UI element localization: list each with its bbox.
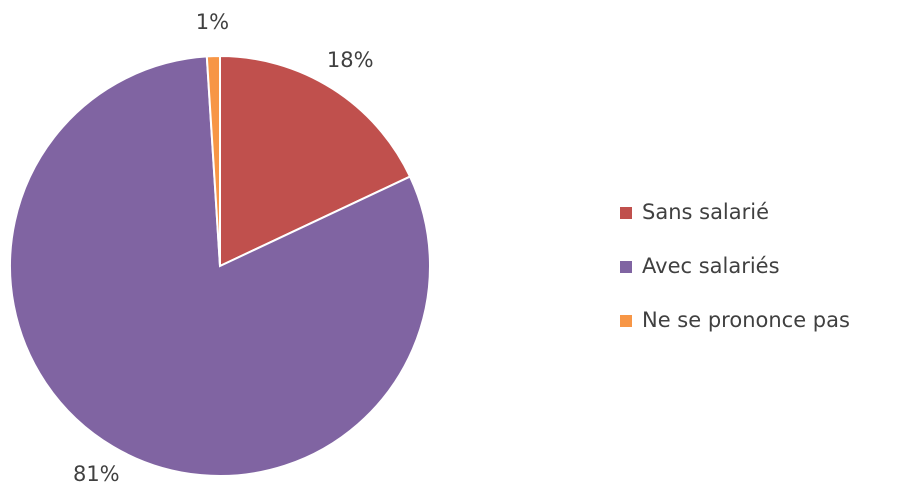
- legend-swatch: [620, 207, 632, 219]
- data-label: 81%: [73, 462, 120, 486]
- pie-slice: [9, 55, 431, 477]
- legend-swatch: [620, 315, 632, 327]
- pie-slice: [205, 54, 221, 267]
- legend-label: Avec salariés: [642, 254, 780, 278]
- legend-label: Ne se prononce pas: [642, 308, 850, 332]
- data-label: 1%: [196, 10, 229, 34]
- legend-label: Sans salarié: [642, 200, 769, 224]
- data-label: 18%: [327, 48, 374, 72]
- legend-swatch: [620, 261, 632, 273]
- pie-slice: [219, 54, 412, 268]
